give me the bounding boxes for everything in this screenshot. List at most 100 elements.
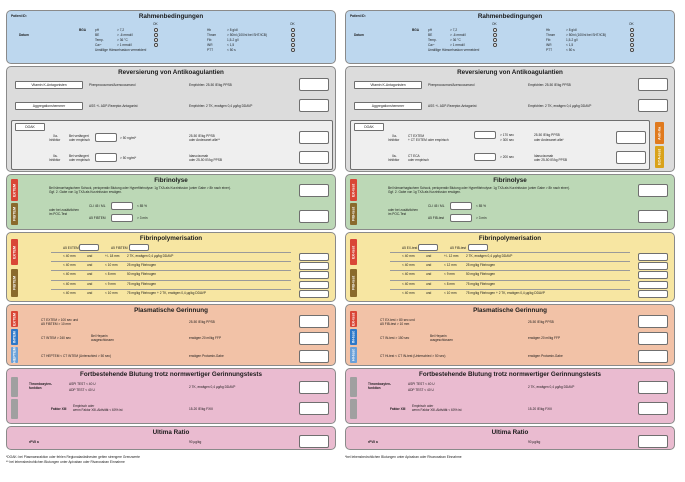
- fibrinolysis-a5-input[interactable]: [111, 214, 133, 222]
- poly-row-input[interactable]: [299, 262, 329, 271]
- plas-in-test-tag: IN-test: [350, 329, 357, 345]
- ok-radio-hb[interactable]: [291, 28, 295, 32]
- doak-iia-input[interactable]: [299, 151, 329, 164]
- datum-label: Datum: [19, 33, 29, 37]
- plas-r2c-r: ausgeschlossen: [430, 338, 453, 342]
- poly-row-cell-r: +/- 12 mm: [444, 254, 459, 258]
- ok-radio-throm[interactable]: [291, 33, 295, 37]
- ok-radio-ph[interactable]: [154, 28, 158, 32]
- poly-row-cell-r: < 40 mm: [402, 263, 415, 268]
- eca-tag: ECA-test: [655, 146, 664, 168]
- plas-r3a-r: CT Hi-test < CT IN-test (Unterschied > 5…: [380, 354, 446, 358]
- doak-box-r: [350, 120, 650, 170]
- poly-a5-fib-label: A5 FIB-test: [450, 246, 466, 250]
- poly-row-cell-r: 50 mg/kg Fibrinogen: [466, 272, 496, 277]
- poly-row-cell: 50 mg/kg Fibrinogen: [127, 272, 157, 277]
- aggregation-input-r[interactable]: [638, 99, 668, 112]
- poly-fibtem-tag: FIBTEM: [11, 269, 18, 297]
- poly-row-input[interactable]: [299, 289, 329, 298]
- fort-input-2[interactable]: [299, 402, 329, 415]
- fort-input-1-r[interactable]: [638, 381, 668, 394]
- ultima-input-r[interactable]: [638, 435, 668, 448]
- fibrinolysis-poc-2-r: im POC-Test: [388, 212, 407, 216]
- ok-radio-inr-r[interactable]: [630, 43, 634, 47]
- poly-row-input-r[interactable]: [638, 289, 668, 298]
- ultima-dose: 90 µg/kg: [189, 440, 202, 444]
- ok-radio-ptt[interactable]: [291, 48, 295, 52]
- ultima-input[interactable]: [299, 435, 329, 448]
- poly-row-cell: und: [87, 263, 93, 268]
- polymerization-section: EXTEM FIBTEM Fibrinpolymerisation A5 EXT…: [6, 232, 336, 302]
- bga-label: BGA: [79, 28, 87, 32]
- doak-iia-level-input-r[interactable]: [474, 153, 496, 161]
- plas-input-2-r[interactable]: [638, 332, 668, 345]
- param-throm-r: Throm: [546, 33, 556, 37]
- fibrinolysis-ml-value: < 85 %: [137, 204, 148, 208]
- plas-input-2[interactable]: [299, 332, 329, 345]
- vka-input-r[interactable]: [638, 78, 668, 91]
- ok-radio-ph-r[interactable]: [493, 28, 497, 32]
- poly-row-input-r[interactable]: [638, 280, 668, 289]
- doak-xa-level-input[interactable]: [95, 133, 117, 142]
- fibrinolysis-input-2-r[interactable]: [638, 210, 668, 223]
- fibrinolysis-ml-input[interactable]: [111, 202, 133, 210]
- aggregation-dose-r: Empfohlen: 2 TK, erwägen 0,4 µg/kg DDAVP: [528, 104, 592, 108]
- ok-radio-hb-r[interactable]: [630, 28, 634, 32]
- poly-row-cell: < 10 mm: [105, 290, 118, 295]
- plas-input-1[interactable]: [299, 315, 329, 328]
- poly-row-input[interactable]: [299, 280, 329, 289]
- poly-ex-test-tag: EX-test: [350, 239, 357, 265]
- doak-iia-f: Idarucizumab: [189, 154, 209, 158]
- poly-a5-fibtem-label: A5 FIBTEM: [111, 246, 128, 250]
- plas-input-1-r[interactable]: [638, 315, 668, 328]
- ok-radio-fib-r[interactable]: [630, 38, 634, 42]
- plas-input-3-r[interactable]: [638, 350, 668, 363]
- value-ph: > 7,2: [117, 28, 125, 32]
- fibrinolysis-ml-input-r[interactable]: [450, 202, 472, 210]
- fibrinolysis-input-1[interactable]: [299, 184, 329, 197]
- poly-row-divider-r: [390, 252, 630, 253]
- aggregation-input[interactable]: [299, 99, 329, 112]
- doak-xa-input[interactable]: [299, 131, 329, 144]
- ok-radio-fib[interactable]: [291, 38, 295, 42]
- ok-radio-temp-r[interactable]: [493, 38, 497, 42]
- ok-radio-temp[interactable]: [154, 38, 158, 42]
- ok-radio-ca-r[interactable]: [493, 43, 497, 47]
- ok-radio-throm-r[interactable]: [630, 33, 634, 37]
- poly-a5-ex-input[interactable]: [418, 244, 438, 251]
- ok-radio-inr[interactable]: [291, 43, 295, 47]
- fort-input-2-r[interactable]: [638, 402, 668, 415]
- plas-input-3[interactable]: [299, 350, 329, 363]
- poly-row-input-r[interactable]: [638, 262, 668, 271]
- poly-row-input[interactable]: [299, 271, 329, 280]
- plas-r1b-r: A5 FIB-test > 10 mm: [380, 322, 410, 326]
- poly-row-cell: < 40 mm: [63, 290, 76, 295]
- ok-radio-ptt-r[interactable]: [630, 48, 634, 52]
- fibrinolysis-input-2[interactable]: [299, 210, 329, 223]
- ok-radio-be[interactable]: [154, 33, 158, 37]
- doak-xa-level-input-r[interactable]: [474, 131, 496, 139]
- fort-input-1[interactable]: [299, 381, 329, 394]
- doak-xa-f-r: > 300 sec: [500, 138, 514, 142]
- poly-row-cell: und: [87, 290, 93, 295]
- vka-input[interactable]: [299, 78, 329, 91]
- poly-row-input-r[interactable]: [638, 253, 668, 261]
- fibrinolysis-input-1-r[interactable]: [638, 184, 668, 197]
- poly-a5-extem-input[interactable]: [79, 244, 99, 251]
- poly-row-input-r[interactable]: [638, 271, 668, 280]
- fibrinolysis-a5-input-r[interactable]: [450, 214, 472, 222]
- fort-adp-r: ADP TEST < 40 U: [408, 388, 434, 392]
- poly-fib-test-tag: FIB-test: [350, 269, 357, 297]
- doak-iia-level-input[interactable]: [95, 153, 117, 162]
- ok-radio-ca[interactable]: [154, 43, 158, 47]
- ok-radio-be-r[interactable]: [493, 33, 497, 37]
- doak-xa-b-r: Inhibitor: [388, 138, 400, 142]
- poly-row-cell-r: < 12 mm: [444, 263, 457, 268]
- persistent-bleeding-title: Fortbestehende Blutung trotz normwertige…: [80, 371, 262, 378]
- doak-xa-input-r[interactable]: [616, 131, 646, 144]
- poly-row-input[interactable]: [299, 253, 329, 261]
- poly-a5-fibtem-input[interactable]: [129, 244, 149, 251]
- poly-a5-fib-input[interactable]: [468, 244, 488, 251]
- doak-iia-input-r[interactable]: [616, 151, 646, 164]
- ok-header-1: OK: [153, 22, 158, 26]
